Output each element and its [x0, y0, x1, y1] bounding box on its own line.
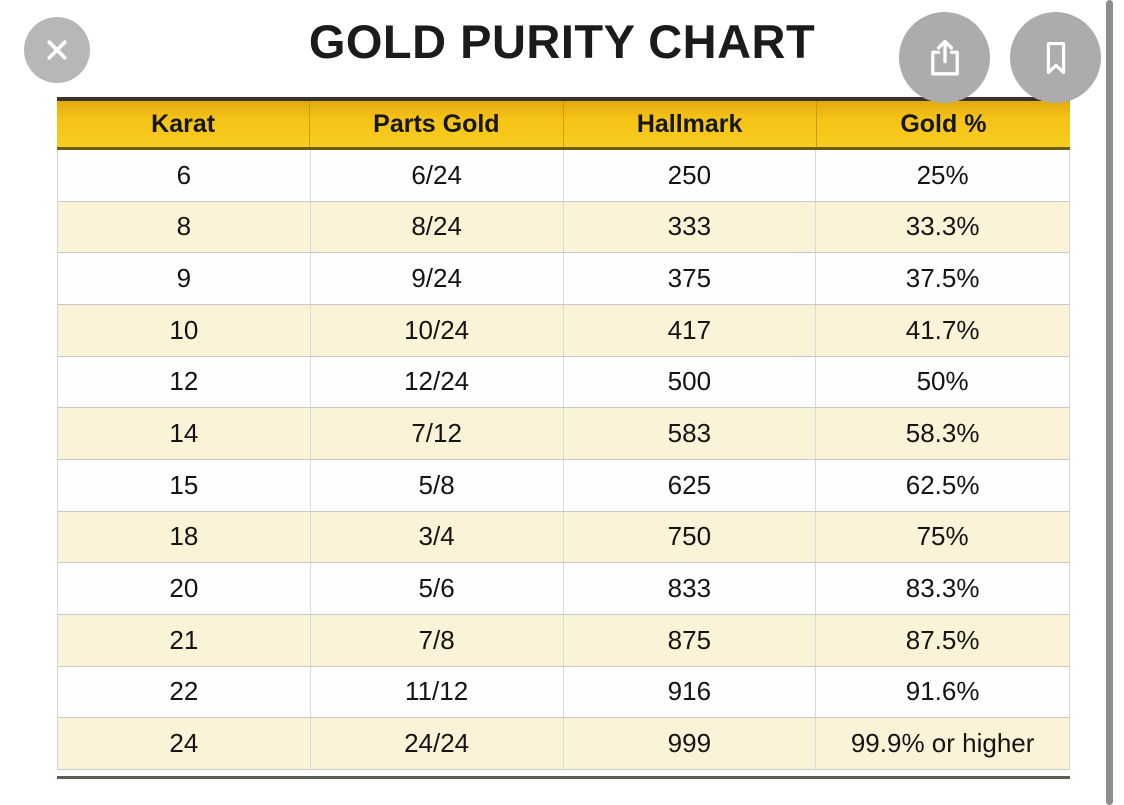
table-cell-parts-gold: 5/6 — [311, 563, 564, 614]
table-cell-hallmark: 500 — [564, 356, 817, 408]
table-cell-parts-gold: 7/8 — [311, 614, 564, 666]
table-row: 24 24/24 999 99.9% or higher — [58, 718, 1069, 770]
table-bottom-border — [57, 776, 1070, 779]
column-header-parts-gold: Parts Gold — [310, 101, 564, 147]
table-cell-karat: 12 — [58, 356, 311, 408]
table-cell-gold-percent: 87.5% — [905, 624, 980, 655]
table-cell-hallmark: 875 — [564, 614, 817, 666]
table-row: 12 12/24 500 50% — [58, 356, 1069, 409]
bookmark-icon — [1034, 36, 1078, 80]
scrollbar[interactable] — [1106, 0, 1113, 805]
table-cell-gold-percent: 99.9% or higher — [850, 728, 1035, 759]
table-cell-parts-gold: 11/12 — [311, 666, 564, 718]
table-cell-karat: 20 — [58, 563, 311, 614]
table-cell-gold-percent: 58.3% — [905, 418, 980, 449]
table-row: 14 7/12 583 58.3% — [58, 408, 1069, 460]
table-cell-hallmark: 250 — [564, 150, 817, 201]
table-cell-gold-percent: 83.3% — [905, 573, 980, 604]
table-row: 20 5/6 833 83.3% — [58, 563, 1069, 615]
table-cell-karat: 24 — [58, 718, 311, 769]
table-cell-karat: 8 — [58, 201, 311, 253]
table-cell-gold-percent: 91.6% — [905, 676, 980, 707]
column-header-hallmark: Hallmark — [564, 101, 817, 147]
table-header-row: Karat Parts Gold Hallmark Gold % — [57, 97, 1070, 150]
table-cell-hallmark: 916 — [564, 666, 817, 718]
table-cell-hallmark: 417 — [564, 304, 817, 356]
table-cell-karat: 21 — [58, 614, 311, 666]
table-cell-hallmark: 750 — [564, 511, 817, 563]
table-cell-karat: 14 — [58, 408, 311, 459]
table-cell-parts-gold: 6/24 — [311, 150, 564, 201]
table-cell-gold-percent: 62.5% — [905, 469, 980, 500]
table-cell-hallmark: 583 — [564, 408, 817, 459]
table-row: 21 7/8 875 87.5% — [58, 614, 1069, 667]
table-cell-hallmark: 625 — [564, 459, 817, 511]
bookmark-button[interactable] — [1010, 12, 1101, 103]
table-cell-karat: 22 — [58, 666, 311, 718]
close-icon — [38, 31, 76, 69]
table-row: 18 3/4 750 75% — [58, 511, 1069, 564]
table-cell-parts-gold: 9/24 — [311, 253, 564, 304]
table-cell-hallmark: 833 — [564, 563, 817, 614]
table-body: 6 6/24 250 25% 8 8/24 333 33.3% 9 9/24 3… — [57, 150, 1070, 770]
table-row: 6 6/24 250 25% — [58, 150, 1069, 202]
table-cell-gold-percent: 41.7% — [905, 314, 980, 345]
table-cell-gold-percent: 75% — [916, 521, 969, 552]
table-cell-gold-percent: 33.3% — [905, 211, 980, 242]
table-cell-parts-gold: 24/24 — [311, 718, 564, 769]
table-cell-parts-gold: 8/24 — [311, 201, 564, 253]
table-cell-parts-gold: 10/24 — [311, 304, 564, 356]
table-row: 8 8/24 333 33.3% — [58, 201, 1069, 254]
table-row: 15 5/8 625 62.5% — [58, 459, 1069, 512]
table-cell-gold-percent: 37.5% — [905, 263, 980, 294]
table-cell-parts-gold: 7/12 — [311, 408, 564, 459]
share-button[interactable] — [899, 12, 990, 103]
table-row: 9 9/24 375 37.5% — [58, 253, 1069, 305]
column-header-karat: Karat — [57, 101, 311, 147]
table-cell-parts-gold: 12/24 — [311, 356, 564, 408]
table-cell-gold-percent: 25% — [916, 159, 969, 190]
table-cell-hallmark: 375 — [564, 253, 817, 304]
table-row: 10 10/24 417 41.7% — [58, 304, 1069, 357]
table-cell-parts-gold: 5/8 — [311, 459, 564, 511]
gold-purity-table: Karat Parts Gold Hallmark Gold % 6 6/24 … — [57, 97, 1070, 770]
table-cell-parts-gold: 3/4 — [311, 511, 564, 563]
share-icon — [922, 35, 968, 81]
table-row: 22 11/12 916 91.6% — [58, 666, 1069, 719]
table-cell-karat: 10 — [58, 304, 311, 356]
table-cell-hallmark: 999 — [564, 718, 817, 769]
table-cell-karat: 9 — [58, 253, 311, 304]
close-button[interactable] — [24, 17, 90, 83]
column-header-gold-percent: Gold % — [900, 109, 987, 138]
page-title: GOLD PURITY CHART — [308, 15, 816, 68]
table-cell-karat: 6 — [58, 150, 311, 201]
table-cell-gold-percent: 50% — [916, 366, 969, 397]
table-cell-karat: 18 — [58, 511, 311, 563]
table-cell-karat: 15 — [58, 459, 311, 511]
table-cell-hallmark: 333 — [564, 201, 817, 253]
